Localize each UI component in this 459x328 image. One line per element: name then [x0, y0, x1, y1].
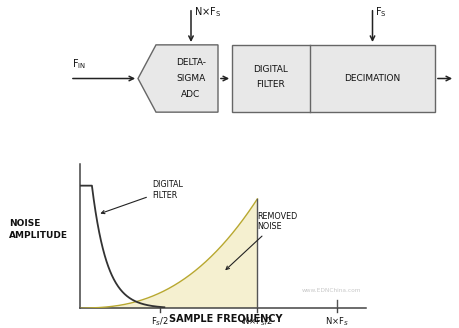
Text: NOISE
AMPLITUDE: NOISE AMPLITUDE [9, 219, 68, 240]
FancyBboxPatch shape [231, 45, 434, 112]
Text: DECIMATION: DECIMATION [344, 74, 400, 83]
Text: N×F$_S$: N×F$_S$ [325, 316, 348, 328]
Text: SIGMA: SIGMA [176, 74, 205, 83]
Text: DIGITAL: DIGITAL [253, 65, 288, 74]
Text: REMOVED
NOISE: REMOVED NOISE [225, 212, 297, 270]
Polygon shape [160, 199, 257, 308]
Text: ADC: ADC [181, 90, 200, 99]
Text: F$_{\mathregular{S}}$: F$_{\mathregular{S}}$ [375, 6, 386, 19]
Text: SAMPLE FREQUENCY: SAMPLE FREQUENCY [168, 313, 281, 323]
Text: F$_{\mathregular{IN}}$: F$_{\mathregular{IN}}$ [72, 57, 86, 71]
Text: DELTA-: DELTA- [176, 58, 206, 67]
Text: F$_S$/2: F$_S$/2 [151, 316, 169, 328]
Text: www.EDNChina.com: www.EDNChina.com [301, 288, 360, 293]
Polygon shape [138, 45, 218, 112]
Text: FILTER: FILTER [256, 80, 285, 89]
Text: N×F$_{\mathregular{S}}$: N×F$_{\mathregular{S}}$ [194, 6, 221, 19]
Text: N×F$_S$/2: N×F$_S$/2 [241, 316, 272, 328]
Text: DIGITAL
FILTER: DIGITAL FILTER [101, 180, 182, 214]
